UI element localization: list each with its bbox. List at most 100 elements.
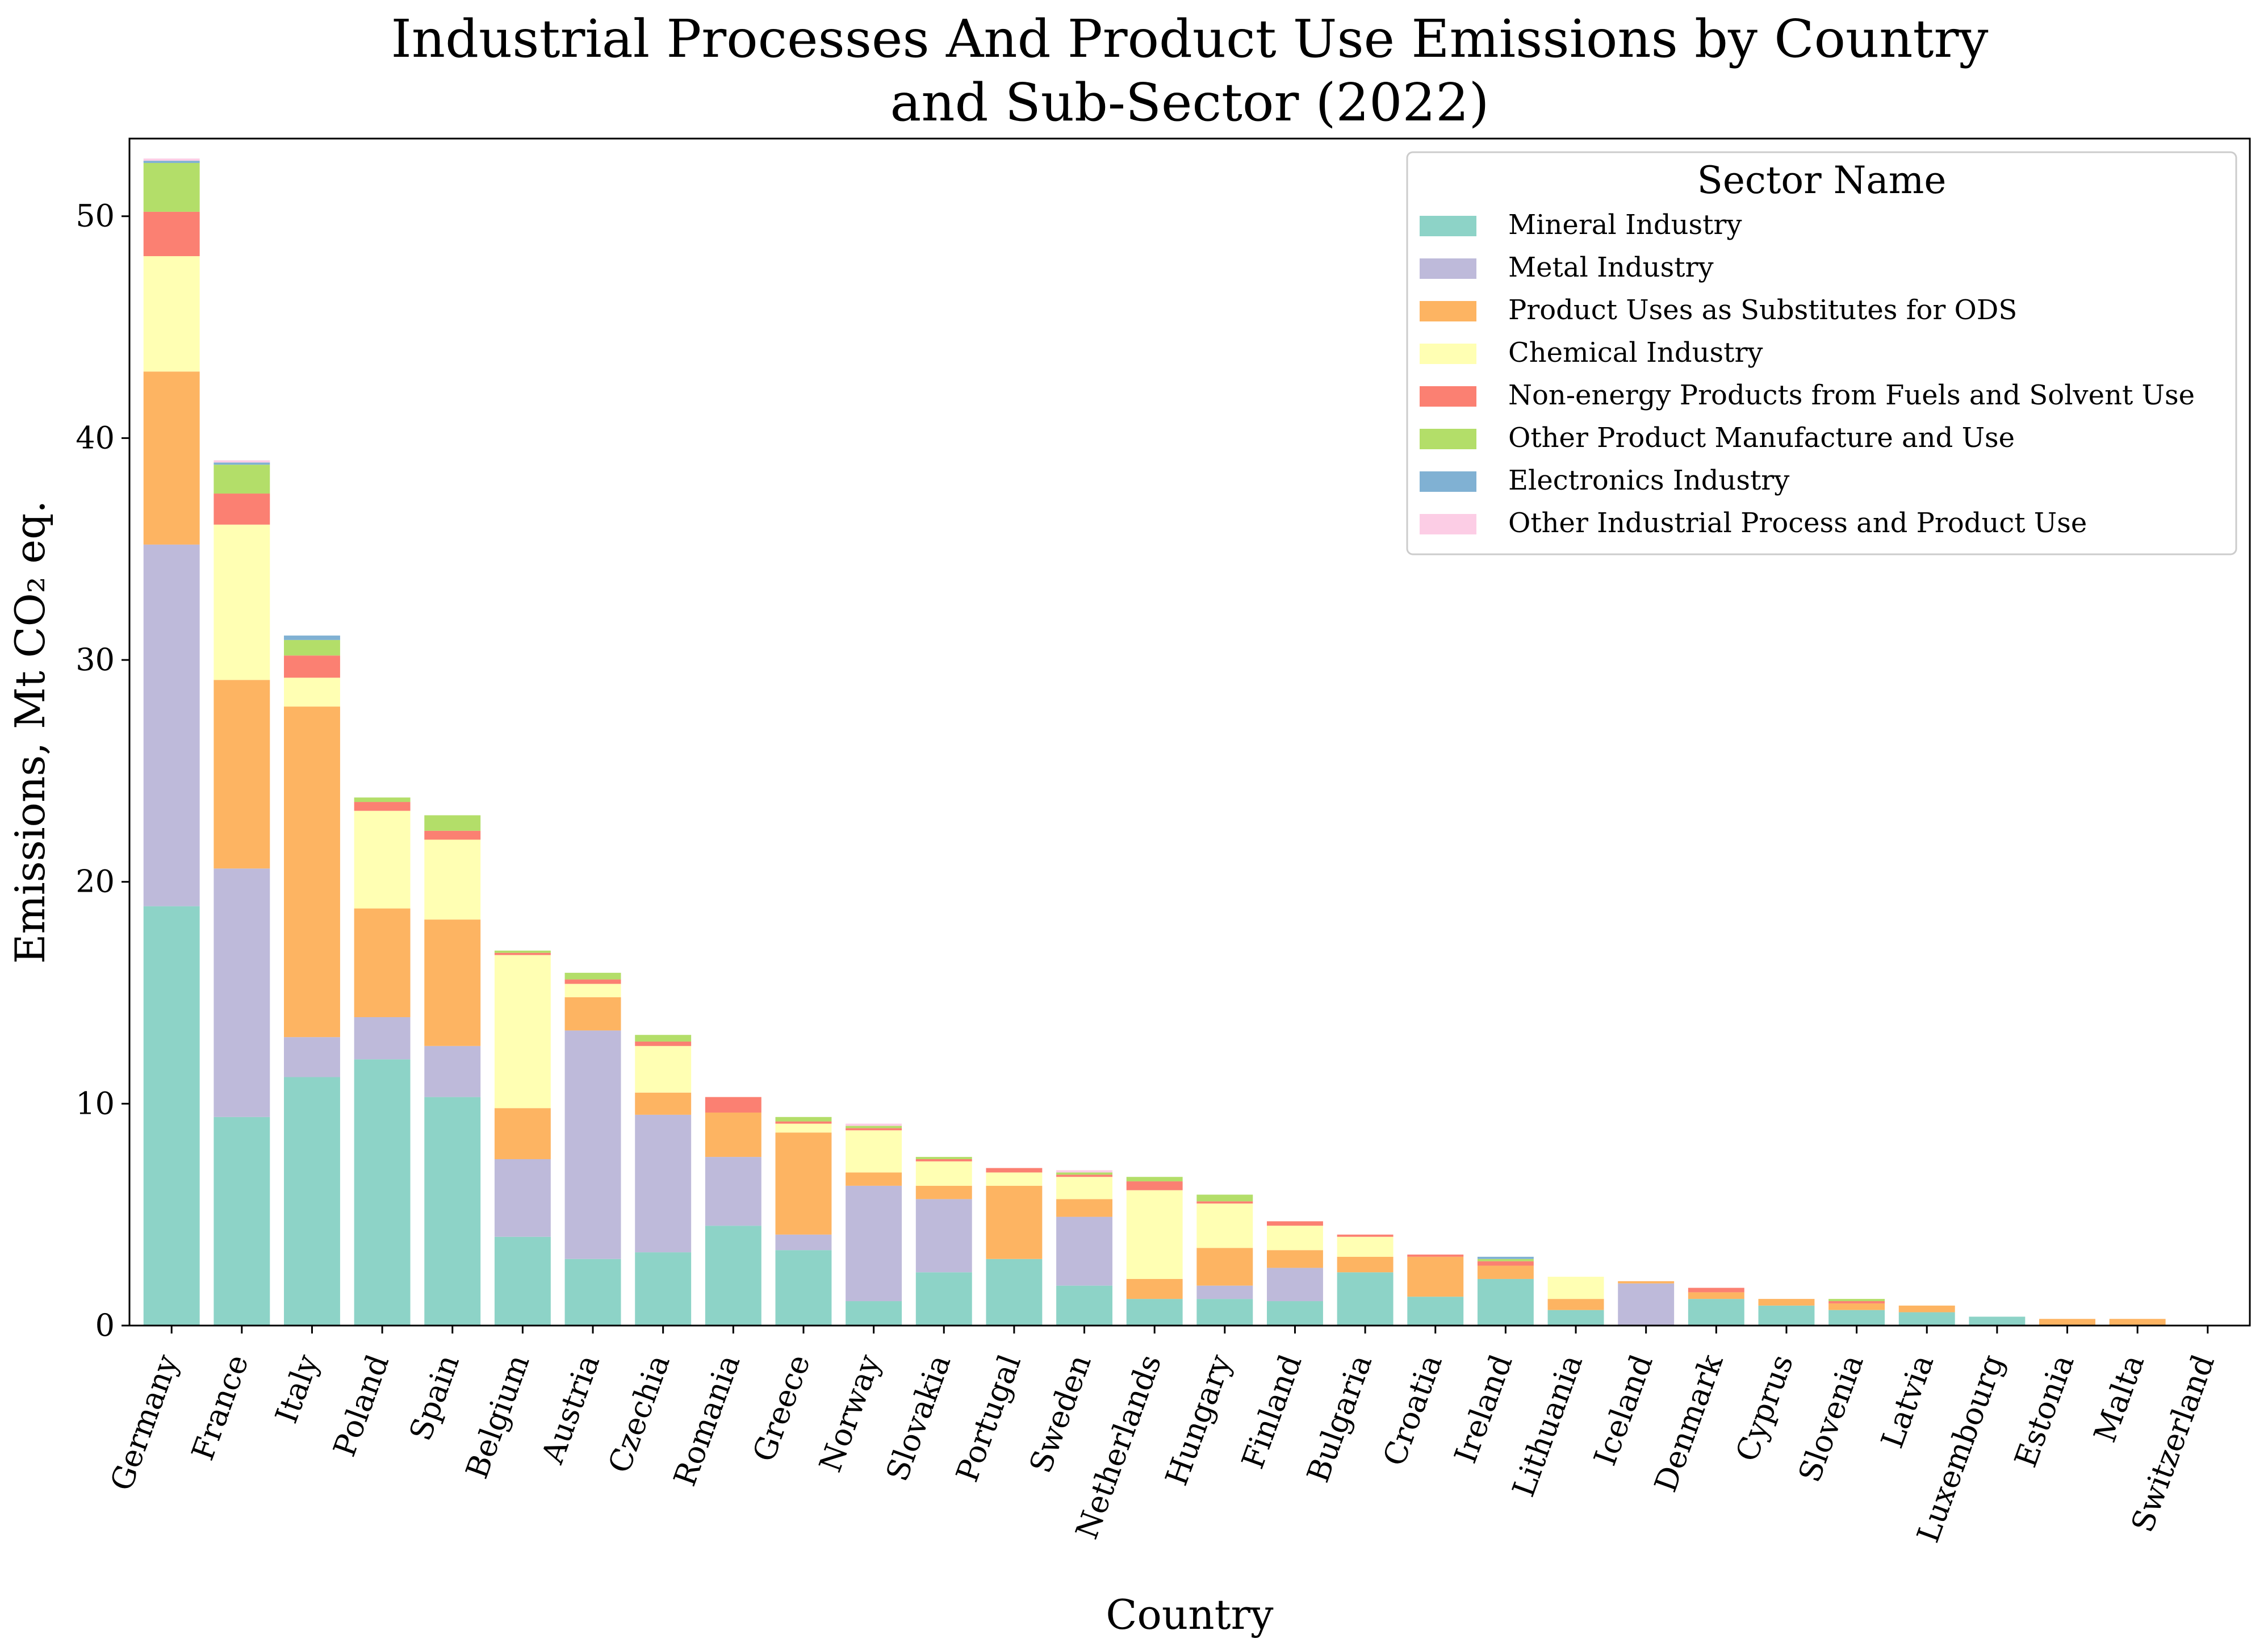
bar-segment-germany-s1 [143, 544, 200, 906]
legend-swatch [1420, 216, 1476, 236]
bar-segment-poland-s4 [354, 802, 411, 811]
bar-segment-slovakia-s4 [915, 1159, 972, 1161]
bar-segment-poland-s3 [354, 810, 411, 909]
legend-label: Other Product Manufacture and Use [1508, 422, 2015, 454]
chart-title-line-1: Industrial Processes And Product Use Emi… [391, 9, 1989, 69]
legend-label: Mineral Industry [1508, 209, 1742, 241]
bar-segment-finland-s3 [1267, 1226, 1323, 1251]
bar-segment-hungary-s0 [1196, 1299, 1253, 1326]
bar-segment-italy-s4 [284, 655, 340, 678]
bar-segment-norway-s0 [846, 1301, 902, 1326]
bar-segment-czechia-s5 [635, 1035, 692, 1042]
chart-title-line-2: and Sub-Sector (2022) [890, 72, 1489, 133]
bar-segment-portugal-s2 [986, 1185, 1043, 1259]
bar-segment-romania-s0 [705, 1226, 761, 1326]
y-tick-label: 20 [76, 864, 115, 900]
bars-group [143, 158, 2166, 1326]
bar-segment-slovakia-s1 [915, 1199, 972, 1273]
bar-segment-france-s4 [214, 494, 270, 525]
bar-segment-belgium-s3 [494, 955, 551, 1109]
bar-segment-austria-s3 [564, 984, 621, 997]
bar-segment-greece-s4 [775, 1121, 832, 1124]
legend-swatch [1420, 471, 1476, 492]
bar-segment-finland-s4 [1267, 1221, 1323, 1226]
legend-label: Electronics Industry [1508, 465, 1789, 496]
bar-segment-czechia-s3 [635, 1046, 692, 1093]
bar-segment-romania-s2 [705, 1112, 761, 1157]
bar-segment-france-s0 [214, 1117, 270, 1326]
bar-segment-slovakia-s2 [915, 1185, 972, 1199]
bar-segment-czechia-s2 [635, 1092, 692, 1115]
bar-segment-denmark-s2 [1688, 1292, 1744, 1299]
bar-segment-greece-s2 [775, 1132, 832, 1235]
bar-segment-slovakia-s0 [915, 1272, 972, 1326]
bar-segment-poland-s2 [354, 908, 411, 1017]
bar-segment-germany-s7 [143, 158, 200, 161]
bar-segment-austria-s0 [564, 1259, 621, 1326]
bar-segment-italy-s2 [284, 707, 340, 1038]
bar-segment-romania-s4 [705, 1097, 761, 1113]
bar-segment-spain-s0 [424, 1097, 481, 1326]
bar-segment-germany-s0 [143, 906, 200, 1326]
bar-segment-lithuania-s2 [1547, 1299, 1604, 1310]
bar-segment-lithuania-s0 [1547, 1310, 1604, 1326]
legend-title: Sector Name [1697, 158, 1947, 202]
bar-segment-france-s2 [214, 680, 270, 869]
bar-segment-ireland-s0 [1477, 1278, 1534, 1326]
legend-label: Product Uses as Substitutes for ODS [1508, 294, 2017, 326]
bar-segment-malta-s2 [2109, 1319, 2166, 1326]
bar-segment-ireland-s2 [1477, 1265, 1534, 1279]
bar-segment-norway-s4 [846, 1128, 902, 1131]
bar-segment-latvia-s0 [1898, 1312, 1955, 1326]
bar-segment-norway-s2 [846, 1172, 902, 1186]
bar-segment-germany-s2 [143, 371, 200, 545]
bar-segment-belgium-s0 [494, 1236, 551, 1326]
bar-segment-croatia-s0 [1407, 1297, 1464, 1326]
bar-segment-norway-s5 [846, 1126, 902, 1128]
bar-segment-finland-s2 [1267, 1250, 1323, 1268]
legend-items: Mineral Industry Metal Industry Product Us… [1420, 209, 2195, 539]
bar-segment-slovakia-s3 [915, 1161, 972, 1186]
bar-segment-spain-s5 [424, 815, 481, 831]
legend-swatch [1420, 344, 1476, 364]
bar-segment-hungary-s5 [1196, 1194, 1253, 1202]
bar-segment-bulgaria-s0 [1337, 1272, 1394, 1326]
bar-segment-italy-s5 [284, 639, 340, 656]
y-axis-label: Emissions, Mt CO₂ eq. [6, 500, 54, 964]
bar-segment-france-s5 [214, 465, 270, 494]
bar-segment-cyprus-s2 [1758, 1299, 1815, 1306]
bar-segment-germany-s4 [143, 211, 200, 257]
bar-segment-denmark-s4 [1688, 1287, 1744, 1293]
bar-segment-iceland-s1 [1618, 1283, 1675, 1326]
bar-segment-sweden-s2 [1056, 1199, 1112, 1217]
bar-segment-denmark-s0 [1688, 1299, 1744, 1326]
bar-segment-france-s6 [214, 462, 270, 465]
bar-segment-belgium-s2 [494, 1108, 551, 1160]
bar-segment-romania-s1 [705, 1157, 761, 1226]
legend-swatch [1420, 258, 1476, 279]
plot-frame [128, 137, 2251, 1327]
bar-segment-croatia-s2 [1407, 1256, 1464, 1297]
bar-segment-poland-s1 [354, 1017, 411, 1060]
legend-swatch [1420, 386, 1476, 407]
bar-segment-norway-s3 [846, 1130, 902, 1173]
bar-segment-ireland-s5 [1477, 1259, 1534, 1261]
legend-label: Other Industrial Process and Product Use [1508, 507, 2087, 539]
bar-segment-cyprus-s0 [1758, 1305, 1815, 1326]
legend-label: Chemical Industry [1508, 337, 1763, 369]
bar-segment-austria-s2 [564, 997, 621, 1031]
bar-segment-spain-s1 [424, 1046, 481, 1097]
bar-segment-poland-s0 [354, 1059, 411, 1326]
bar-segment-slovenia-s4 [1828, 1301, 1885, 1303]
bar-segment-finland-s0 [1267, 1301, 1323, 1326]
bar-segment-poland-s5 [354, 797, 411, 802]
bar-segment-hungary-s3 [1196, 1203, 1253, 1248]
bar-segment-hungary-s2 [1196, 1248, 1253, 1286]
bar-segment-italy-s0 [284, 1077, 340, 1326]
bar-segment-belgium-s5 [494, 950, 551, 953]
bar-segment-spain-s4 [424, 830, 481, 840]
bar-segment-sweden-s7 [1056, 1170, 1112, 1173]
bar-segment-germany-s5 [143, 162, 200, 212]
bar-segment-finland-s1 [1267, 1268, 1323, 1302]
